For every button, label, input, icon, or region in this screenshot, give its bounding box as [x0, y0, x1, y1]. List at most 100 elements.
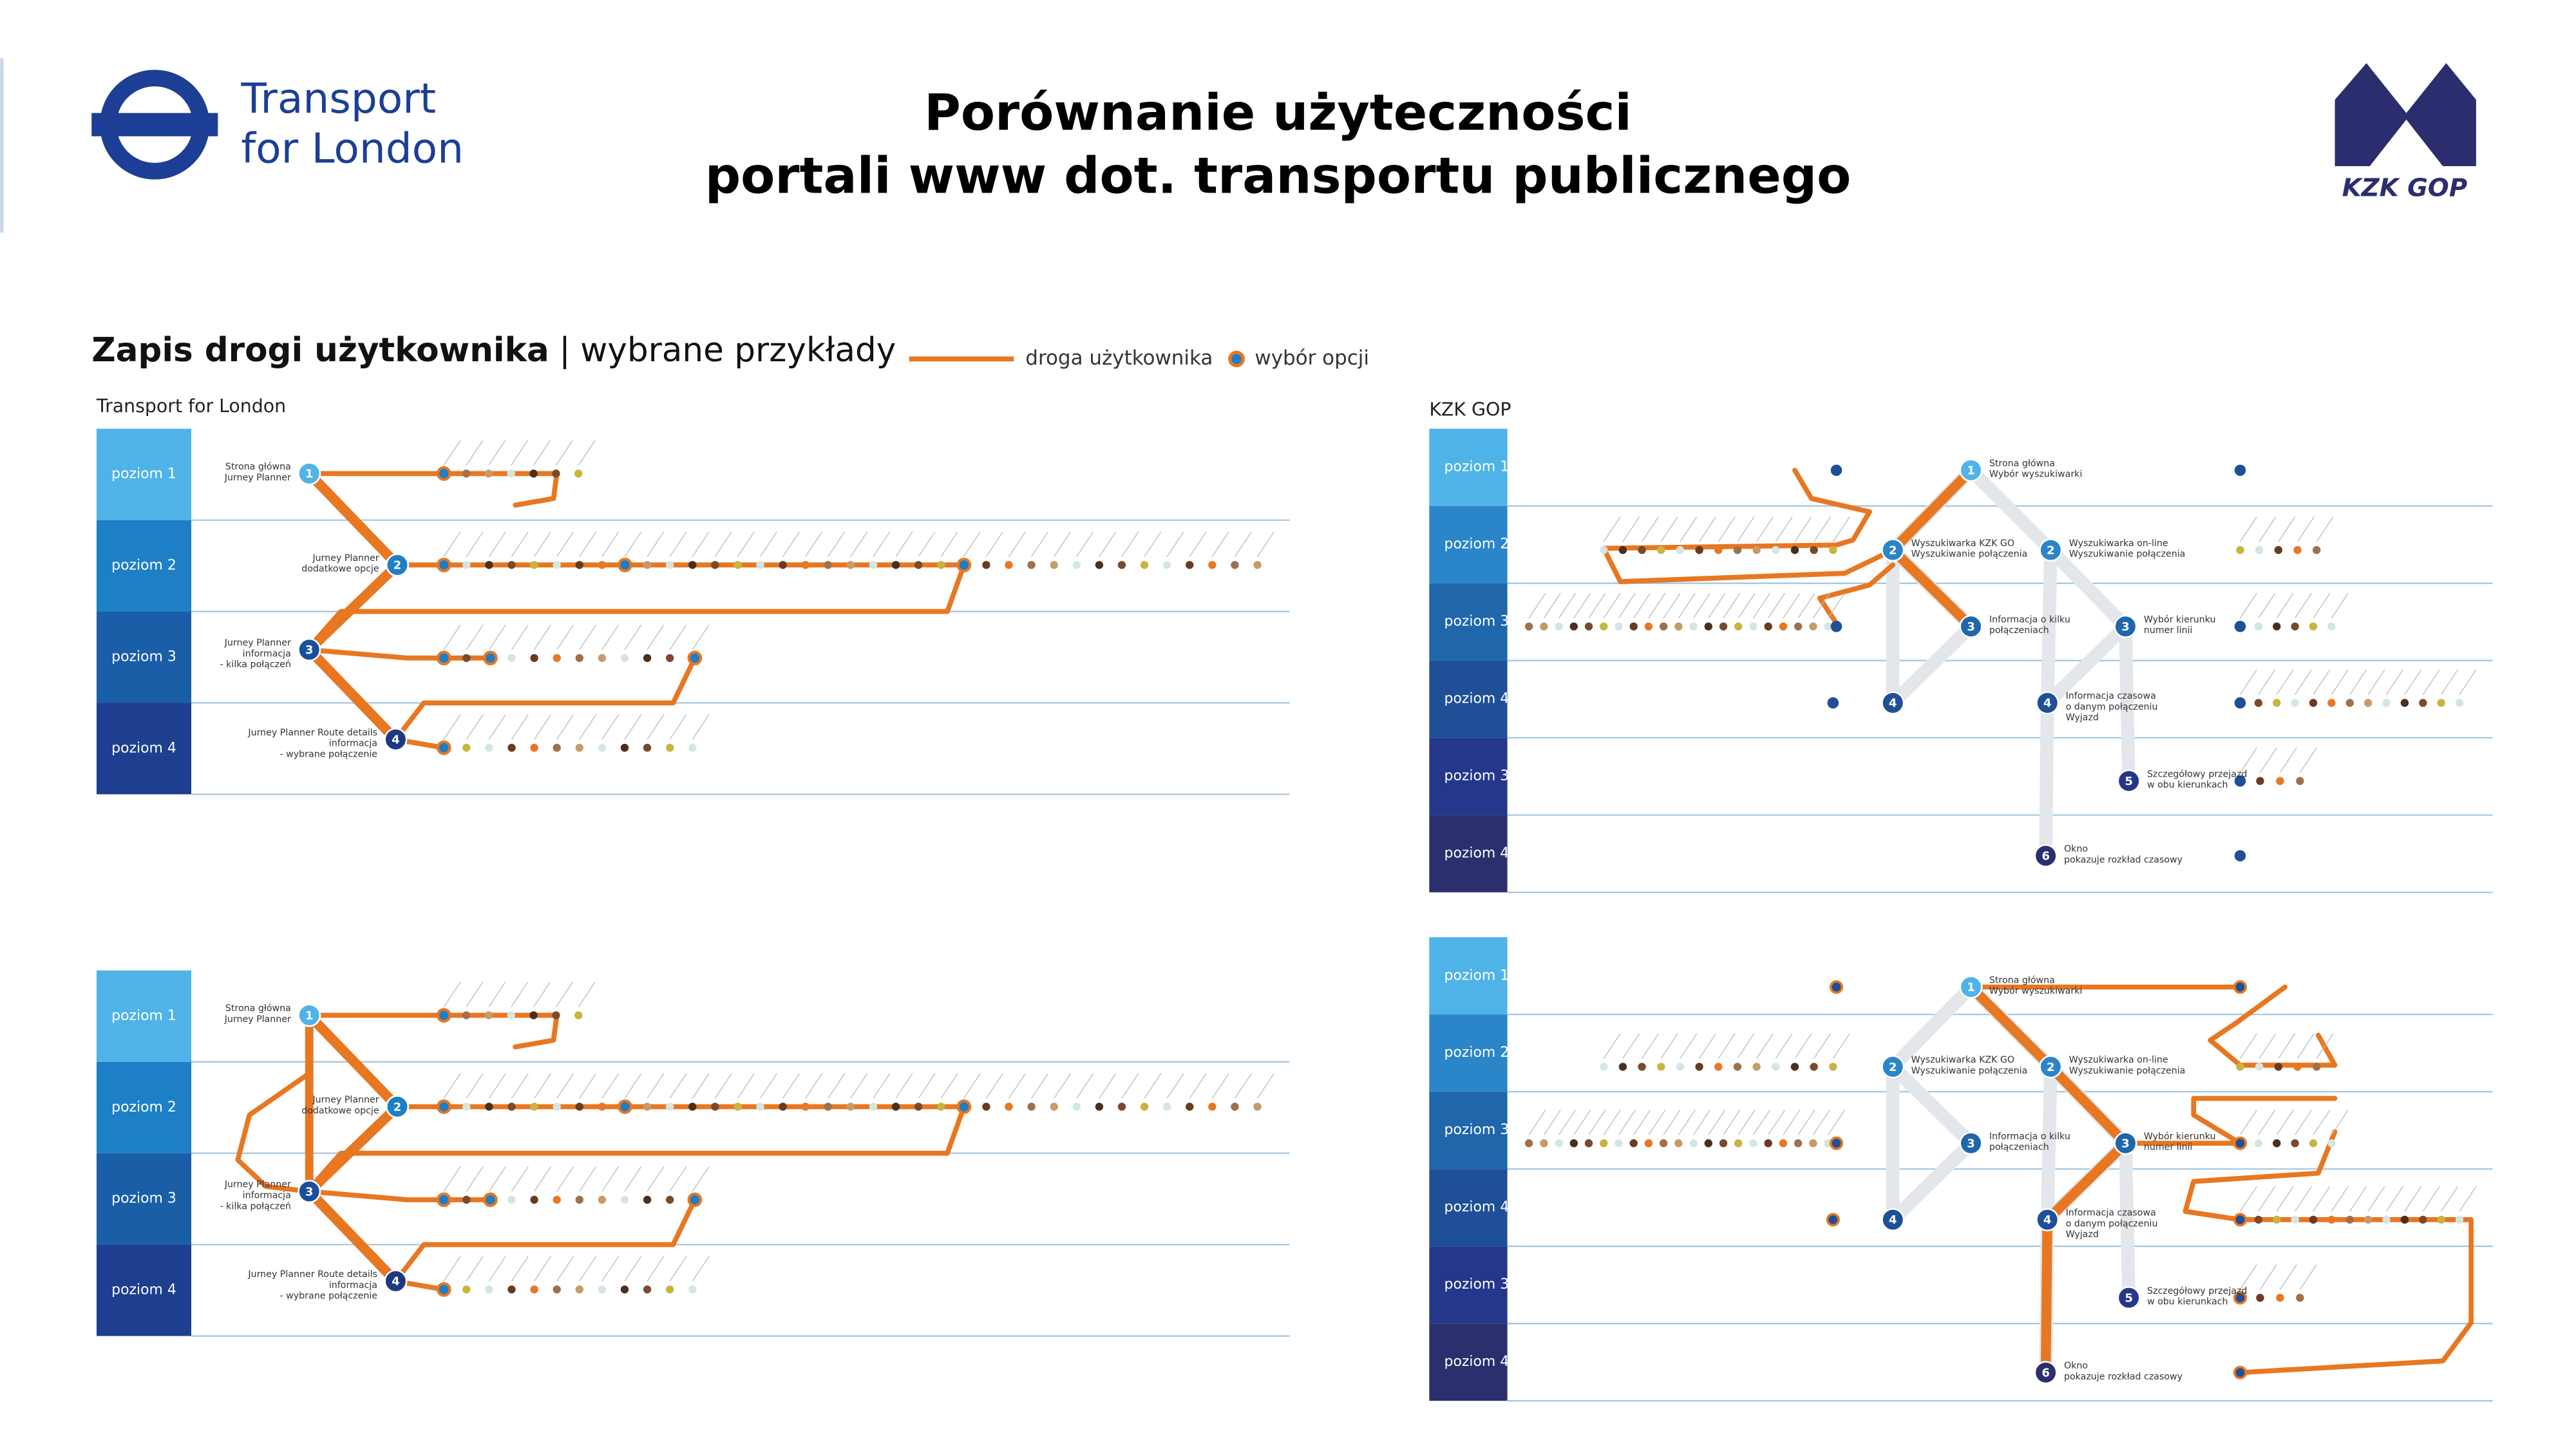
option-dot — [529, 469, 538, 478]
option-tick — [624, 1073, 642, 1099]
option-tick — [511, 714, 529, 740]
level-label: poziom 3 — [111, 1191, 176, 1207]
route-connection — [2040, 543, 2058, 710]
option-tick — [578, 981, 596, 1008]
option-dot — [2236, 1063, 2244, 1071]
option-dot — [598, 561, 607, 569]
option-dot — [462, 561, 471, 569]
option-choice — [436, 466, 451, 481]
option-dot — [462, 1285, 471, 1294]
option-choice — [1830, 464, 1842, 476]
option-tick — [511, 624, 529, 650]
option-tick — [624, 714, 642, 740]
option-choice — [436, 740, 451, 755]
option-tick — [918, 531, 936, 557]
option-tick — [2258, 1110, 2276, 1135]
step-label: Wyjazd — [2066, 713, 2099, 723]
option-tick — [2258, 592, 2276, 619]
option-tick — [579, 531, 597, 557]
option-dot — [1674, 1139, 1683, 1148]
option-dot — [1208, 561, 1217, 569]
step-label: Szczegółowy przejazd — [2147, 1286, 2247, 1296]
level-label: poziom 2 — [111, 1099, 176, 1115]
option-tick — [940, 531, 958, 557]
option-dot — [1629, 622, 1638, 630]
option-tick — [805, 531, 823, 557]
option-tick — [2299, 1264, 2317, 1290]
option-tick — [2276, 1186, 2294, 1212]
option-tick — [2279, 1264, 2297, 1290]
option-tick — [873, 531, 891, 557]
option-tick — [2258, 1186, 2276, 1212]
step-number: 2 — [2047, 1061, 2055, 1074]
option-dot — [2296, 777, 2304, 785]
step-label: Strona główna — [1989, 459, 2055, 469]
option-dot — [1524, 1139, 1533, 1148]
option-tick — [511, 531, 529, 557]
option-dot — [1657, 1063, 1665, 1071]
title: portali www dot. transportu publicznego — [705, 147, 1852, 205]
option-tick — [466, 1256, 484, 1282]
option-tick — [963, 531, 981, 557]
option-dot — [552, 469, 560, 478]
option-dot — [2309, 699, 2318, 707]
option-tick — [1031, 531, 1048, 557]
option-dot — [937, 561, 945, 569]
option-tick — [2404, 1186, 2422, 1212]
level-label: poziom 4 — [1444, 1199, 1510, 1215]
option-dot — [756, 1103, 764, 1111]
option-dot — [2345, 699, 2354, 707]
step-node — [2036, 1208, 2060, 1231]
level-band — [96, 1153, 192, 1245]
option-choice — [1829, 980, 1844, 994]
option-dot — [869, 561, 878, 569]
option-dot — [2455, 1215, 2464, 1224]
option-dot — [2363, 699, 2372, 707]
option-dot — [891, 561, 900, 569]
option-dot — [1540, 622, 1548, 630]
step-node — [298, 1003, 321, 1027]
option-dot — [1810, 1063, 1818, 1071]
step-label: Jurney Planner — [224, 473, 291, 483]
option-tick — [2259, 747, 2277, 773]
option-dot — [1752, 1063, 1761, 1071]
option-dot — [1719, 622, 1728, 630]
option-dot — [485, 743, 493, 752]
option-dot — [1695, 545, 1703, 554]
option-tick — [2313, 1186, 2331, 1212]
option-dot — [598, 654, 607, 662]
option-tick — [488, 1166, 506, 1192]
option-tick — [714, 531, 732, 557]
option-dot — [2327, 622, 2336, 630]
step-number: 5 — [2125, 1291, 2133, 1305]
option-dot — [2437, 699, 2445, 707]
step-label: numer linii — [2144, 1142, 2193, 1153]
option-tick — [534, 624, 551, 650]
option-dot — [643, 1195, 652, 1204]
option-tick — [1832, 1033, 1850, 1059]
option-tick — [828, 1073, 846, 1099]
option-dot — [507, 1285, 516, 1294]
option-dot — [620, 654, 629, 662]
option-tick — [1737, 516, 1755, 542]
option-dot — [2254, 622, 2263, 630]
option-choice — [2234, 697, 2246, 709]
option-dot — [530, 1195, 538, 1204]
option-tick — [488, 1256, 506, 1282]
route-connection — [2040, 1060, 2058, 1227]
option-dot — [1095, 561, 1104, 569]
level-band — [96, 703, 192, 795]
step-node — [2034, 844, 2058, 867]
level-label: poziom 4 — [111, 1282, 176, 1298]
option-tick — [1256, 531, 1274, 557]
step-label: Strona główna — [1989, 975, 2055, 985]
level-label: poziom 3 — [111, 649, 176, 665]
step-label: Jurney Planner Route details — [247, 728, 377, 738]
level-label: poziom 2 — [1444, 1045, 1510, 1061]
option-dot — [2254, 699, 2263, 707]
option-dot — [801, 1103, 810, 1111]
option-tick — [1699, 1033, 1716, 1059]
option-tick — [579, 624, 597, 650]
option-dot — [1050, 1103, 1058, 1111]
level-band — [1429, 1092, 1508, 1170]
